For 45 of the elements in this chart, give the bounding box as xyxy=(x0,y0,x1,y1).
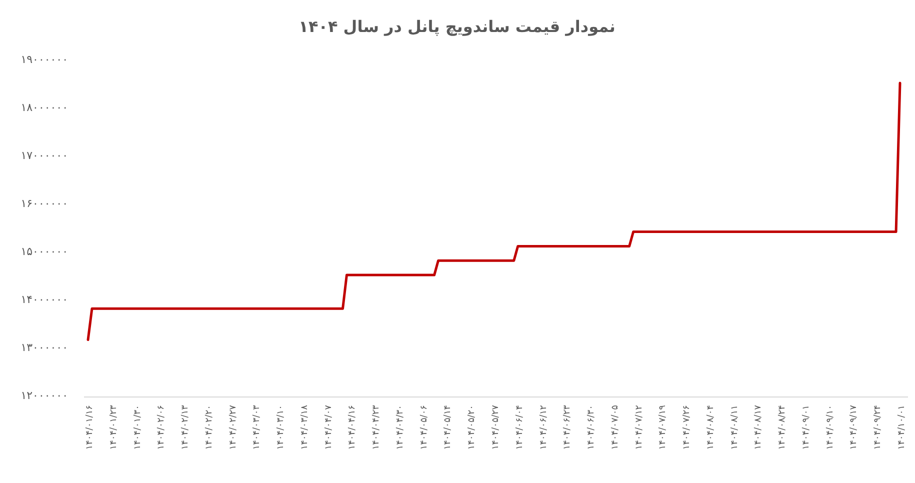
y-tick-label: ۱۳۰۰۰۰۰۰ xyxy=(20,341,68,354)
x-tick-label: ۱۴۰۴/۰۳/۰۳ xyxy=(252,404,262,450)
x-tick-label: ۱۴۰۴/۰۷/۱۲ xyxy=(634,404,644,450)
x-tick-label: ۱۴۰۴/۰۲/۰۶ xyxy=(156,404,167,450)
x-tick-label: ۱۴۰۴/۰۷/۱۹ xyxy=(658,404,668,450)
x-tick-label: ۱۴۰۴/۰۹/۱۰ xyxy=(825,405,836,450)
x-tick-label: ۱۴۰۴/۰۶/۰۴ xyxy=(514,404,525,450)
y-tick-label: ۱۲۰۰۰۰۰۰ xyxy=(20,389,68,402)
x-tick-label: ۱۴۰۴/۰۴/۱۶ xyxy=(348,404,358,450)
x-tick-label: ۱۴۰۴/۰۳/۱۸ xyxy=(300,404,310,450)
x-tick-label: ۱۴۰۴/۰۵/۲۰ xyxy=(467,405,478,450)
x-tick-label: ۱۴۰۴/۰۲/۱۳ xyxy=(180,404,191,450)
y-tick-label: ۱۸۰۰۰۰۰۰ xyxy=(20,101,68,114)
x-tick-label: ۱۴۰۴/۰۸/۲۴ xyxy=(778,404,788,450)
y-tick-label: ۱۹۰۰۰۰۰۰ xyxy=(20,53,68,66)
x-tick-label: ۱۴۰۴/۰۷/۲۶ xyxy=(682,404,692,450)
x-tick-label: ۱۴۰۴/۰۲/۲۰ xyxy=(204,405,214,450)
x-tick-label: ۱۴۰۴/۰۴/۰۷ xyxy=(324,404,334,450)
x-tick-label: ۱۴۰۴/۰۶/۱۲ xyxy=(538,404,549,450)
x-tick-label: ۱۴۰۴/۰۸/۱۱ xyxy=(730,405,740,450)
y-tick-label: ۱۷۰۰۰۰۰۰ xyxy=(20,149,68,162)
x-tick-label: ۱۴۰۴/۰۹/۰۱ xyxy=(801,405,812,450)
x-tick-label: ۱۴۰۴/۰۱/۲۳ xyxy=(108,404,119,450)
x-tick-label: ۱۴۰۴/۰۶/۳۰ xyxy=(586,405,597,450)
x-tick-label: ۱۴۰۴/۰۴/۳۰ xyxy=(395,405,406,450)
x-tick-label: ۱۴۰۴/۰۷/۰۵ xyxy=(610,404,620,450)
x-tick-label: ۱۴۰۴/۰۸/۱۷ xyxy=(754,404,764,450)
x-tick-label: ۱۴۰۴/۰۸/۰۴ xyxy=(706,404,716,450)
x-tick-label: ۱۴۰۴/۱۰/۰۱ xyxy=(897,405,907,450)
chart-title: نمودار قیمت ساندویچ پانل در سال ۱۴۰۴ xyxy=(298,17,616,36)
x-tick-label: ۱۴۰۴/۰۹/۲۴ xyxy=(873,404,884,450)
x-tick-label: ۱۴۰۴/۰۲/۲۷ xyxy=(228,404,238,450)
x-tick-label: ۱۴۰۴/۰۴/۲۳ xyxy=(372,404,382,450)
line-series xyxy=(86,82,902,342)
y-tick-label: ۱۶۰۰۰۰۰۰ xyxy=(20,197,68,210)
y-tick-label: ۱۴۰۰۰۰۰۰ xyxy=(20,293,68,306)
y-tick-label: ۱۵۰۰۰۰۰۰ xyxy=(20,245,68,258)
x-tick-label: ۱۴۰۴/۰۶/۲۳ xyxy=(562,404,573,450)
x-tick-label: ۱۴۰۴/۰۳/۱۰ xyxy=(276,405,286,450)
x-tick-label: ۱۴۰۴/۰۵/۲۷ xyxy=(491,404,501,450)
x-tick-label: ۱۴۰۴/۰۱/۱۶ xyxy=(85,404,95,450)
x-tick-label: ۱۴۰۴/۰۹/۱۷ xyxy=(849,404,860,450)
x-tick-label: ۱۴۰۴/۰۵/۰۶ xyxy=(419,404,430,450)
x-tick-label: ۱۴۰۴/۰۱/۳۰ xyxy=(132,405,143,450)
x-tick-label: ۱۴۰۴/۰۵/۱۴ xyxy=(443,404,454,450)
